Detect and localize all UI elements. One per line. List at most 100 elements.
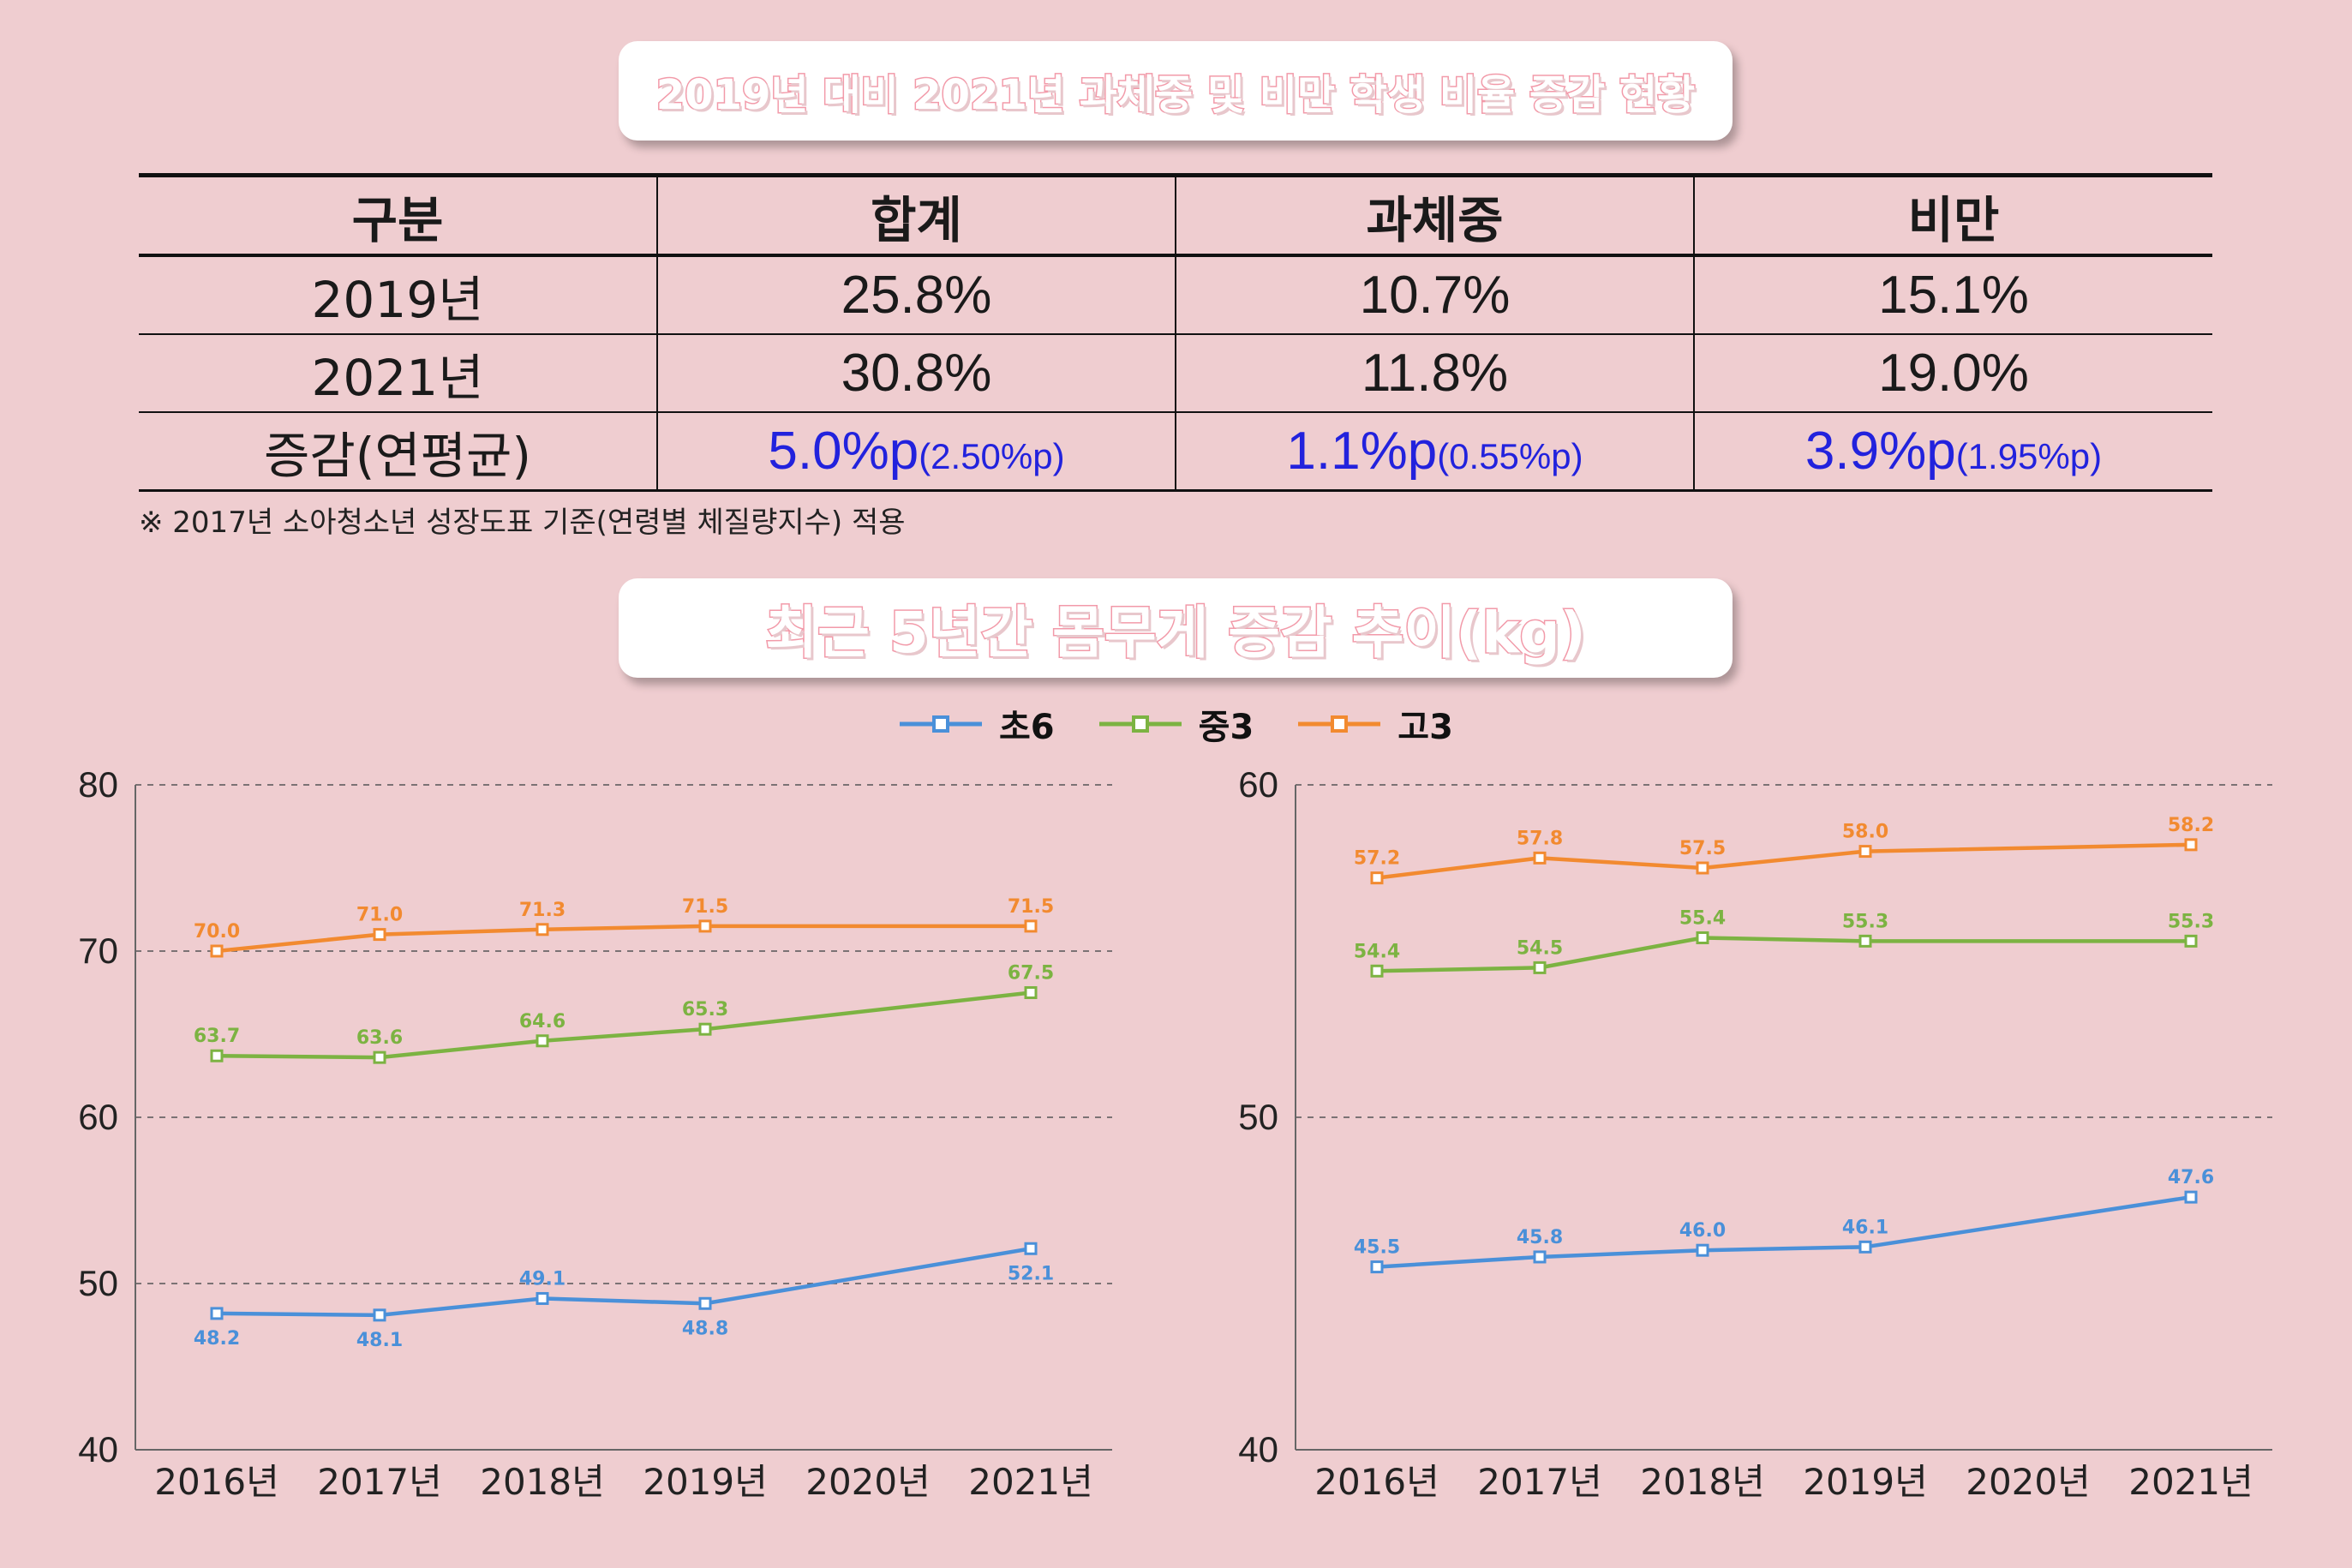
- data-label: 71.3: [519, 900, 566, 921]
- data-label: 64.6: [519, 1011, 566, 1032]
- data-point: [1858, 934, 1872, 948]
- x-tick-label: 2020년: [805, 1461, 931, 1503]
- y-tick-label: 40: [78, 1429, 118, 1469]
- legend-label: 초6: [999, 708, 1055, 747]
- col-header: 과체중: [1176, 173, 1695, 257]
- data-label: 46.0: [1679, 1220, 1726, 1242]
- table-row: 2021년 30.8% 11.8% 19.0%: [139, 334, 2212, 413]
- col-header: 합계: [657, 173, 1176, 257]
- data-label: 55.3: [2168, 911, 2214, 932]
- data-point: [210, 944, 224, 958]
- x-tick-label: 2017년: [317, 1461, 442, 1503]
- table-cell: 19.0%: [1694, 334, 2212, 413]
- data-point: [210, 1049, 224, 1062]
- change-annual: (0.55%p): [1437, 436, 1583, 476]
- data-label: 57.2: [1354, 848, 1400, 870]
- legend-item: 초6: [900, 699, 1055, 749]
- y-tick-label: 60: [78, 1097, 118, 1137]
- data-label: 48.8: [682, 1318, 728, 1339]
- data-label: 55.3: [1842, 911, 1888, 932]
- table-cell: 10.7%: [1176, 255, 1695, 335]
- footnote: ※ 2017년 소아청소년 성장도표 기준(연령별 체질량지수) 적용: [139, 506, 906, 540]
- data-point: [373, 928, 386, 942]
- change-cell: 5.0%p(2.50%p): [657, 412, 1176, 492]
- data-point: [1370, 871, 1384, 885]
- data-point: [1370, 964, 1384, 978]
- series-line-중3: [1376, 936, 2191, 973]
- table-cell: 25.8%: [657, 255, 1176, 335]
- data-point: [1533, 851, 1547, 865]
- data-label: 52.1: [1008, 1263, 1054, 1284]
- data-point: [1696, 931, 1709, 944]
- data-label: 63.7: [194, 1026, 240, 1047]
- data-label: 45.8: [1517, 1227, 1563, 1248]
- data-point: [373, 1308, 386, 1322]
- y-tick-label: 80: [78, 764, 118, 805]
- table-row-change: 증감(연평균) 5.0%p(2.50%p) 1.1%p(0.55%p) 3.9%…: [139, 412, 2212, 492]
- row-label: 2021년: [139, 334, 658, 413]
- x-tick-label: 2016년: [1314, 1461, 1439, 1503]
- data-label: 46.1: [1842, 1217, 1888, 1238]
- y-tick-label: 40: [1238, 1429, 1278, 1469]
- chart-legend: 초6 중3 고3: [900, 703, 1453, 747]
- legend-label: 중3: [1198, 708, 1254, 747]
- legend-label: 고3: [1397, 708, 1453, 747]
- data-label: 55.4: [1679, 907, 1726, 929]
- data-point: [698, 1022, 712, 1036]
- change-value: 3.9%p: [1804, 422, 1956, 481]
- data-label: 58.0: [1842, 822, 1888, 843]
- data-label: 70.0: [194, 921, 240, 943]
- table-cell: 15.1%: [1694, 255, 2212, 335]
- change-cell: 1.1%p(0.55%p): [1176, 412, 1695, 492]
- data-label: 47.6: [2168, 1167, 2214, 1188]
- data-label: 71.5: [682, 896, 728, 918]
- y-tick-label: 70: [78, 931, 118, 971]
- data-label: 65.3: [682, 999, 728, 1020]
- data-point: [2184, 1190, 2198, 1204]
- table-header-row: 구분 합계 과체중 비만: [139, 173, 2212, 257]
- data-point: [1370, 1260, 1384, 1274]
- data-point: [1533, 1250, 1547, 1264]
- data-point: [1024, 986, 1038, 999]
- data-point: [1533, 961, 1547, 974]
- col-header: 비만: [1694, 173, 2212, 257]
- legend-marker-icon: [900, 715, 982, 733]
- table-cell: 11.8%: [1176, 334, 1695, 413]
- data-label: 57.8: [1517, 828, 1563, 849]
- change-annual: (2.50%p): [919, 436, 1065, 476]
- data-point: [698, 919, 712, 933]
- legend-marker-icon: [1298, 715, 1381, 733]
- data-label: 48.1: [356, 1330, 403, 1351]
- legend-item: 고3: [1298, 699, 1453, 749]
- data-point: [2184, 838, 2198, 852]
- x-tick-label: 2021년: [2128, 1461, 2253, 1503]
- legend-item: 중3: [1098, 699, 1254, 749]
- data-point: [1858, 845, 1872, 859]
- title-banner: 2019년 대비 2021년 과체중 및 비만 학생 비율 증감 현황: [619, 41, 1733, 141]
- data-label: 49.1: [519, 1268, 566, 1290]
- x-tick-label: 2020년: [1966, 1461, 2091, 1503]
- table-title: 2019년 대비 2021년 과체중 및 비만 학생 비율 증감 현황: [655, 70, 1696, 121]
- data-label: 54.5: [1517, 937, 1563, 959]
- data-label: 71.5: [1008, 896, 1054, 918]
- row-label: 2019년: [139, 255, 658, 335]
- data-point: [536, 1291, 549, 1305]
- series-line-고3: [1376, 842, 2192, 880]
- data-label: 67.5: [1008, 963, 1054, 984]
- data-point: [698, 1296, 712, 1310]
- row-label: 증감(연평균): [139, 412, 658, 492]
- data-point: [2184, 934, 2198, 948]
- legend-marker-icon: [1098, 715, 1182, 733]
- change-value: 5.0%p: [768, 422, 919, 481]
- change-annual: (1.95%p): [1955, 436, 2103, 476]
- data-label: 54.4: [1354, 941, 1400, 962]
- y-tick-label: 50: [1238, 1097, 1278, 1137]
- y-tick-label: 50: [78, 1263, 118, 1303]
- x-tick-label: 2019년: [1803, 1461, 1928, 1503]
- data-point: [1696, 1243, 1709, 1257]
- col-header: 구분: [139, 173, 658, 257]
- data-point: [373, 1050, 386, 1064]
- x-tick-label: 2021년: [968, 1461, 1093, 1503]
